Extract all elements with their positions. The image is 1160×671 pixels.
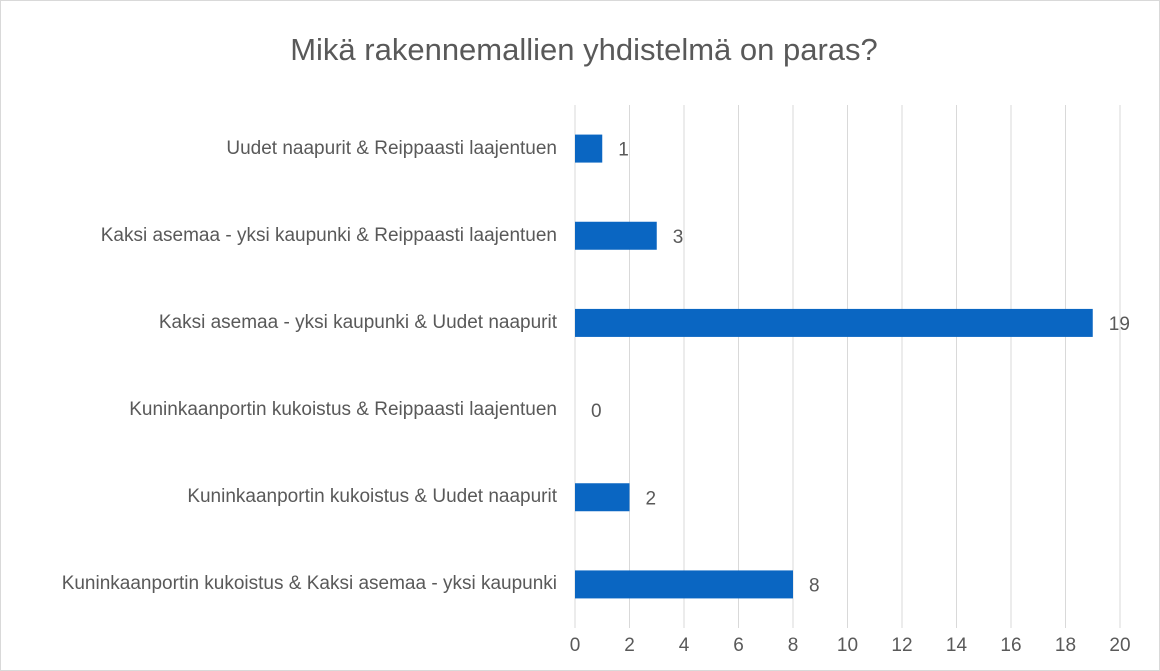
- y-tick-label: Uudet naapurit & Reippaasti laajentuen: [226, 137, 557, 159]
- y-tick-label: Kuninkaanportin kukoistus & Uudet naapur…: [187, 486, 557, 508]
- x-tick-label: 4: [679, 635, 690, 656]
- chart-title: Mikä rakennemallien yhdistelmä on paras?: [290, 32, 878, 67]
- x-tick-label: 0: [570, 635, 581, 656]
- bar: [575, 570, 793, 599]
- y-tick-label-box: Kuninkaanportin kukoistus & Reippaasti l…: [12, 398, 557, 422]
- y-tick-label-box: Kuninkaanportin kukoistus & Kaksi asemaa…: [12, 573, 557, 597]
- y-tick-label-box: Kuninkaanportin kukoistus & Uudet naapur…: [12, 485, 557, 509]
- value-label: 0: [591, 401, 602, 422]
- x-tick-label: 2: [624, 635, 635, 656]
- y-tick-label: Kuninkaanportin kukoistus & Kaksi asemaa…: [61, 573, 557, 595]
- bar: [575, 483, 630, 512]
- y-tick-label: Kaksi asemaa - yksi kaupunki & Reippaast…: [100, 224, 557, 246]
- y-tick-label: Kaksi asemaa - yksi kaupunki & Uudet naa…: [158, 312, 557, 334]
- y-tick-label-box: Kaksi asemaa - yksi kaupunki & Uudet naa…: [12, 311, 557, 335]
- bar: [575, 134, 603, 163]
- x-tick-label: 10: [837, 635, 858, 656]
- x-tick-label: 16: [1000, 635, 1021, 656]
- value-label: 2: [646, 488, 657, 509]
- value-label: 1: [618, 140, 629, 161]
- x-tick-label: 8: [788, 635, 799, 656]
- x-tick-label: 12: [891, 635, 912, 656]
- x-tick-label: 14: [946, 635, 968, 656]
- y-tick-label-box: Uudet naapurit & Reippaasti laajentuen: [12, 137, 557, 161]
- x-tick-label: 20: [1109, 635, 1130, 656]
- y-tick-label: Kuninkaanportin kukoistus & Reippaasti l…: [129, 399, 557, 421]
- x-tick-label: 18: [1055, 635, 1076, 656]
- value-label: 8: [809, 575, 820, 596]
- bar: [575, 308, 1093, 337]
- x-tick-label: 6: [733, 635, 744, 656]
- value-label: 3: [673, 227, 684, 248]
- y-tick-label-box: Kaksi asemaa - yksi kaupunki & Reippaast…: [12, 224, 557, 248]
- bar: [575, 221, 657, 250]
- value-label: 19: [1109, 314, 1130, 335]
